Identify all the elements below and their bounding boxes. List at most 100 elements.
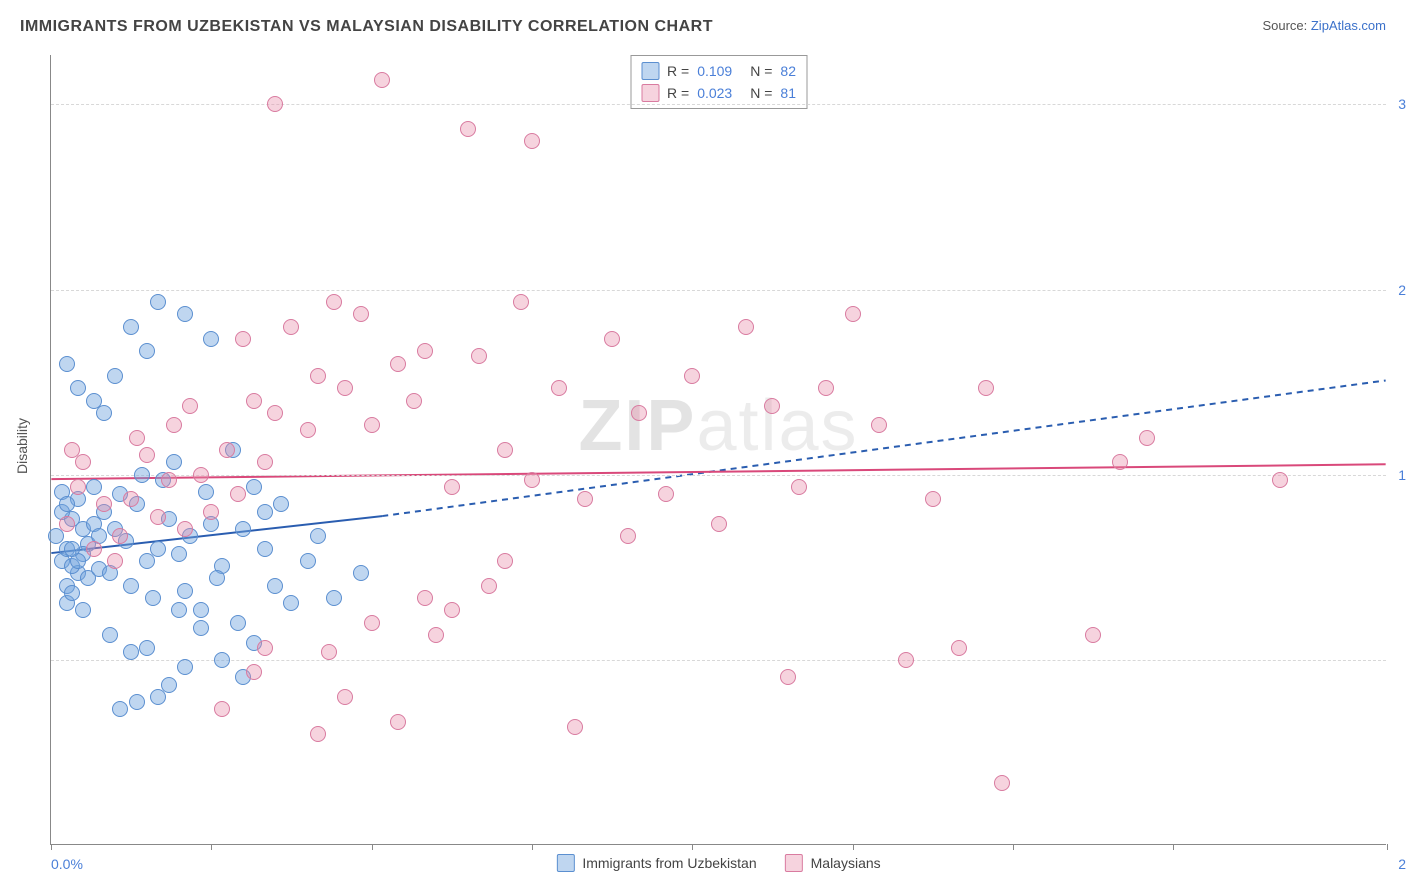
data-point [198, 484, 214, 500]
data-point [59, 356, 75, 372]
data-point [337, 380, 353, 396]
x-tick [692, 844, 693, 850]
data-point [86, 393, 102, 409]
data-point [300, 553, 316, 569]
data-point [406, 393, 422, 409]
data-point [738, 319, 754, 335]
data-point [219, 442, 235, 458]
data-point [818, 380, 834, 396]
data-point [86, 541, 102, 557]
data-point [235, 331, 251, 347]
source-link[interactable]: ZipAtlas.com [1311, 18, 1386, 33]
data-point [230, 486, 246, 502]
data-point [364, 615, 380, 631]
data-point [214, 701, 230, 717]
data-point [925, 491, 941, 507]
data-point [209, 570, 225, 586]
y-tick-label: 30.0% [1390, 96, 1406, 112]
data-point [75, 454, 91, 470]
data-point [994, 775, 1010, 791]
y-tick-label: 22.5% [1390, 282, 1406, 298]
data-point [96, 496, 112, 512]
x-axis-max-label: 25.0% [1398, 856, 1406, 872]
stats-legend-box: R =0.109N =82R =0.023N =81 [630, 55, 807, 109]
data-point [267, 405, 283, 421]
legend-item: Immigrants from Uzbekistan [556, 854, 756, 872]
data-point [684, 368, 700, 384]
data-point [150, 689, 166, 705]
legend-swatch [641, 84, 659, 102]
data-point [257, 541, 273, 557]
legend-swatch [641, 62, 659, 80]
data-point [102, 627, 118, 643]
data-point [171, 546, 187, 562]
y-tick-label: 7.5% [1390, 652, 1406, 668]
x-tick [1173, 844, 1174, 850]
chart-title: IMMIGRANTS FROM UZBEKISTAN VS MALAYSIAN … [20, 18, 713, 36]
data-point [203, 331, 219, 347]
data-point [417, 590, 433, 606]
data-point [64, 541, 80, 557]
y-axis-title: Disability [14, 418, 30, 474]
watermark-rest: atlas [696, 386, 858, 466]
data-point [780, 669, 796, 685]
data-point [235, 521, 251, 537]
data-point [390, 356, 406, 372]
data-point [353, 565, 369, 581]
data-point [182, 398, 198, 414]
data-point [326, 590, 342, 606]
data-point [257, 640, 273, 656]
data-point [321, 644, 337, 660]
data-point [166, 454, 182, 470]
data-point [951, 640, 967, 656]
data-point [631, 405, 647, 421]
data-point [214, 652, 230, 668]
data-point [267, 578, 283, 594]
stat-n-label: N = [750, 85, 772, 101]
data-point [1139, 430, 1155, 446]
data-point [246, 393, 262, 409]
x-tick [211, 844, 212, 850]
data-point [364, 417, 380, 433]
data-point [513, 294, 529, 310]
data-point [310, 528, 326, 544]
data-point [203, 504, 219, 520]
data-point [70, 479, 86, 495]
data-point [64, 442, 80, 458]
data-point [1112, 454, 1128, 470]
data-point [444, 602, 460, 618]
data-point [139, 343, 155, 359]
grid-line [51, 475, 1386, 476]
bottom-legend: Immigrants from UzbekistanMalaysians [556, 854, 880, 872]
data-point [310, 726, 326, 742]
data-point [193, 602, 209, 618]
data-point [86, 479, 102, 495]
trend-lines [51, 55, 1386, 844]
data-point [658, 486, 674, 502]
data-point [551, 380, 567, 396]
data-point [112, 701, 128, 717]
data-point [123, 319, 139, 335]
legend-label: Immigrants from Uzbekistan [582, 855, 756, 871]
data-point [898, 652, 914, 668]
data-point [59, 496, 75, 512]
x-tick [1387, 844, 1388, 850]
data-point [300, 422, 316, 438]
data-point [567, 719, 583, 735]
source-prefix: Source: [1262, 18, 1310, 33]
data-point [139, 447, 155, 463]
data-point [150, 294, 166, 310]
data-point [444, 479, 460, 495]
data-point [150, 509, 166, 525]
data-point [273, 496, 289, 512]
data-point [283, 595, 299, 611]
data-point [177, 659, 193, 675]
data-point [107, 368, 123, 384]
data-point [193, 467, 209, 483]
data-point [374, 72, 390, 88]
grid-line [51, 104, 1386, 105]
data-point [481, 578, 497, 594]
data-point [177, 306, 193, 322]
x-tick [372, 844, 373, 850]
data-point [1085, 627, 1101, 643]
